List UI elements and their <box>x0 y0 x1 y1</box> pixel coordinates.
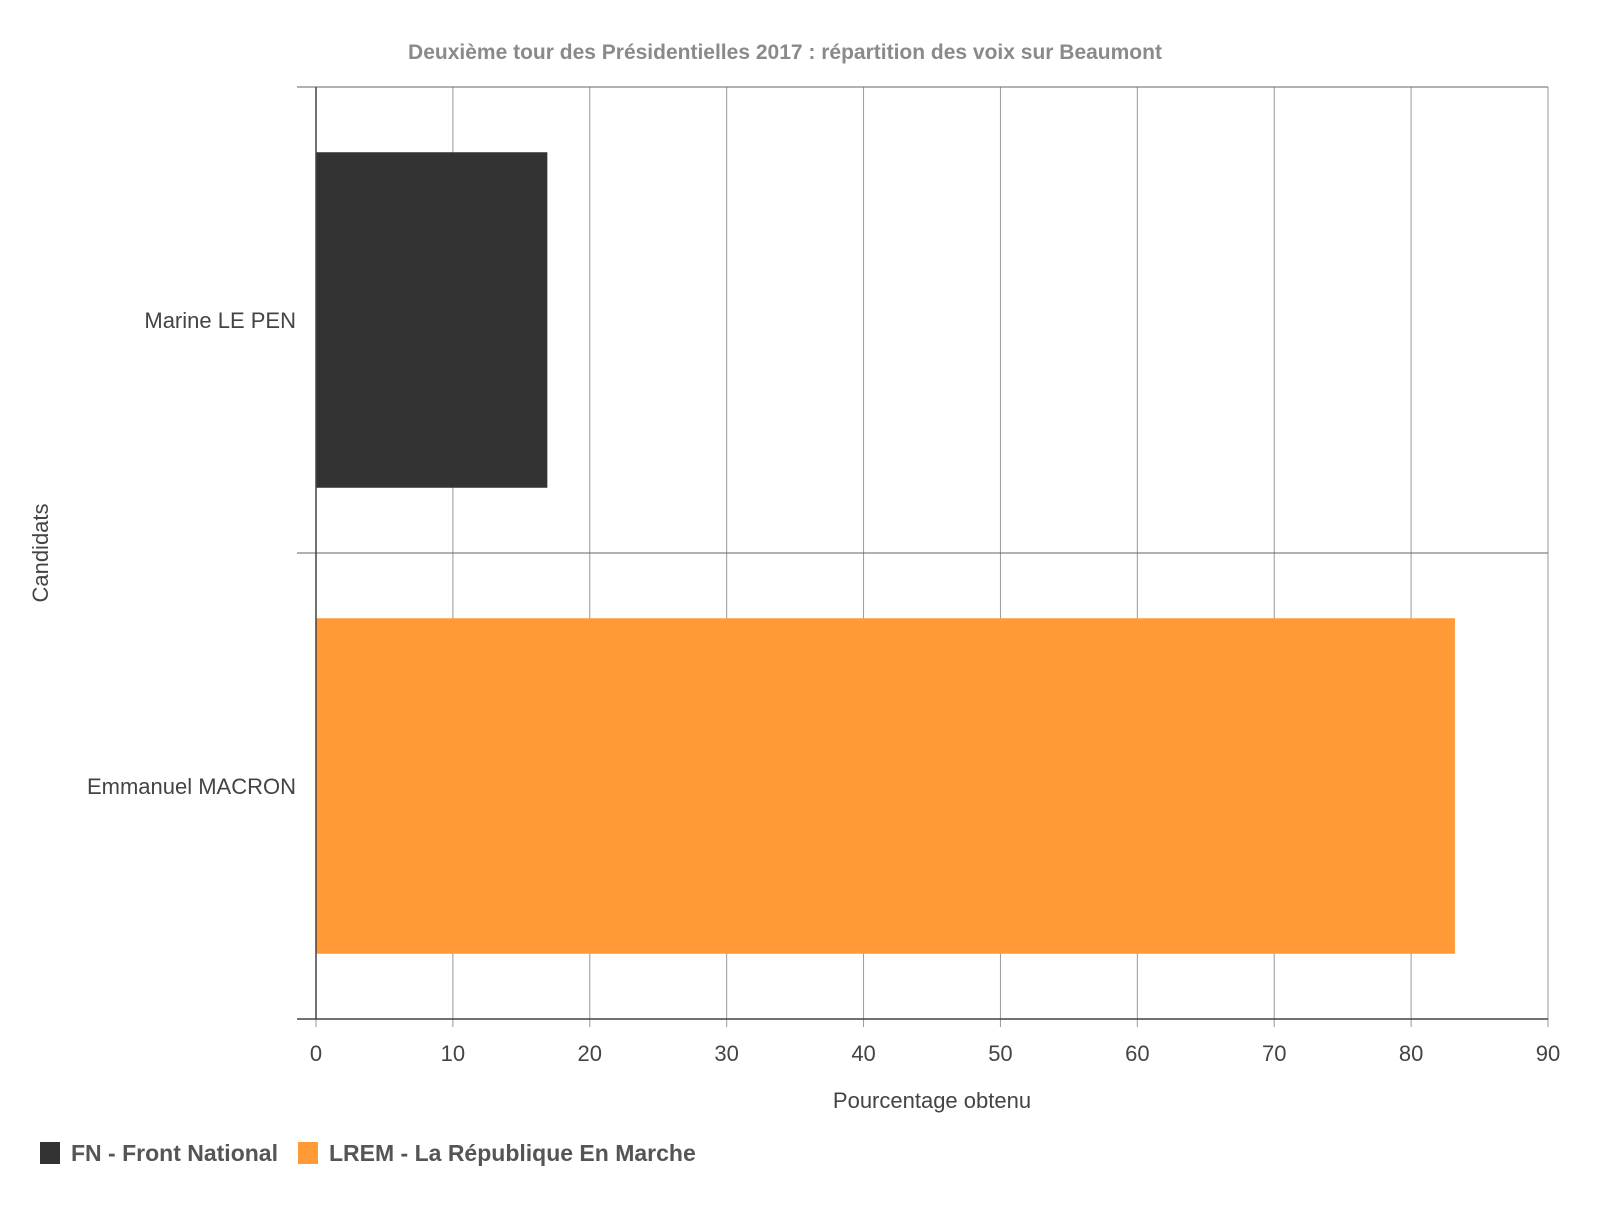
x-tick-label: 20 <box>578 1041 602 1066</box>
x-tick-label: 50 <box>988 1041 1012 1066</box>
bars-group <box>316 152 1455 954</box>
x-tick-label: 90 <box>1536 1041 1560 1066</box>
legend: FN - Front National LREM - La République … <box>40 1140 696 1166</box>
chart-title: Deuxième tour des Présidentielles 2017 :… <box>408 41 1162 64</box>
x-tick-labels: 0 10 20 30 40 50 60 70 80 90 <box>310 1041 1560 1066</box>
category-labels: Marine LE PEN Emmanuel MACRON <box>87 308 296 799</box>
bar-marine-le-pen[interactable] <box>316 152 548 488</box>
x-tick-label: 80 <box>1399 1041 1423 1066</box>
x-tick-label: 70 <box>1262 1041 1286 1066</box>
legend-swatch <box>40 1142 60 1164</box>
axes <box>297 87 1548 1020</box>
legend-label: LREM - La République En Marche <box>329 1140 696 1166</box>
x-tick-label: 30 <box>714 1041 738 1066</box>
y-axis-title: Candidats <box>28 503 53 602</box>
x-axis-title: Pourcentage obtenu <box>833 1088 1031 1113</box>
legend-label: FN - Front National <box>71 1140 278 1166</box>
legend-swatch <box>297 1142 318 1164</box>
x-tick-label: 0 <box>310 1041 322 1066</box>
legend-item[interactable]: FN - Front National <box>40 1140 278 1166</box>
category-label: Marine LE PEN <box>144 308 296 333</box>
x-tick-label: 60 <box>1125 1041 1149 1066</box>
x-tick-label: 40 <box>851 1041 875 1066</box>
x-tick-label: 10 <box>441 1041 465 1066</box>
legend-item[interactable]: LREM - La République En Marche <box>297 1140 696 1166</box>
category-label: Emmanuel MACRON <box>87 774 296 799</box>
bar-emmanuel-macron[interactable] <box>316 618 1455 954</box>
